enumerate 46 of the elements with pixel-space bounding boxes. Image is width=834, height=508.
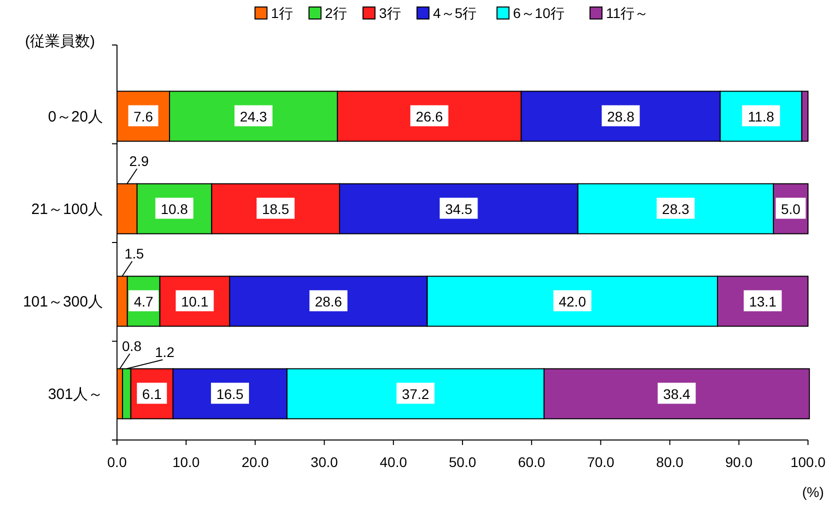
x-tick-label: 50.0	[448, 454, 476, 470]
x-tick-label: 60.0	[518, 454, 546, 470]
data-label: 4.7	[134, 293, 154, 310]
y-tick-label: 301人～	[48, 386, 103, 403]
x-tick-label: 10.0	[172, 454, 200, 470]
data-label: 28.3	[662, 200, 690, 217]
data-label: 24.3	[240, 108, 268, 124]
data-label: 11.8	[748, 108, 774, 124]
data-label: 5.0	[780, 200, 801, 217]
data-label: 26.6	[416, 108, 444, 124]
data-label: 38.4	[663, 386, 691, 402]
data-label: 18.5	[262, 200, 290, 217]
x-tick-label: 20.0	[242, 454, 270, 470]
data-label: 2.9	[129, 152, 149, 169]
data-label: 1.2	[154, 344, 175, 360]
y-tick-label: 101～300人	[22, 293, 103, 310]
y-tick-label: 0～20人	[48, 108, 103, 126]
legend-label: 3行	[379, 5, 401, 21]
data-label: 10.1	[181, 293, 209, 310]
data-label: 0.8	[122, 338, 142, 354]
data-label: 28.6	[314, 293, 342, 310]
x-tick-label: 30.0	[310, 454, 338, 470]
data-label: 13.1	[749, 293, 777, 310]
y-axis-title: (従業員数)	[25, 33, 95, 50]
x-tick-label: 40.0	[380, 454, 408, 470]
legend-label: 1行	[271, 5, 293, 21]
data-label: 7.6	[134, 108, 154, 124]
x-tick-label: 70.0	[587, 454, 615, 470]
data-label: 34.5	[445, 200, 473, 217]
data-label: 1.5	[124, 245, 144, 262]
x-tick-label: 0.0	[107, 454, 127, 470]
data-label: 42.0	[558, 293, 586, 310]
data-label: 37.2	[402, 386, 430, 402]
x-tick-label: 100.0	[790, 454, 826, 470]
x-tick-label: 90.0	[725, 454, 753, 470]
legend-label: 6～10行	[513, 5, 564, 21]
legend-label: 2行	[325, 5, 347, 21]
x-axis-title: (%)	[802, 484, 824, 500]
legend-label: 11行～	[606, 5, 649, 21]
data-label: 28.8	[607, 108, 635, 124]
legend-label: 4～5行	[433, 5, 477, 21]
x-tick-label: 80.0	[656, 454, 684, 470]
data-label: 6.1	[142, 386, 162, 402]
y-tick-label: 21～100人	[31, 200, 103, 218]
data-label: 10.8	[160, 200, 188, 217]
data-label: 16.5	[216, 386, 244, 402]
